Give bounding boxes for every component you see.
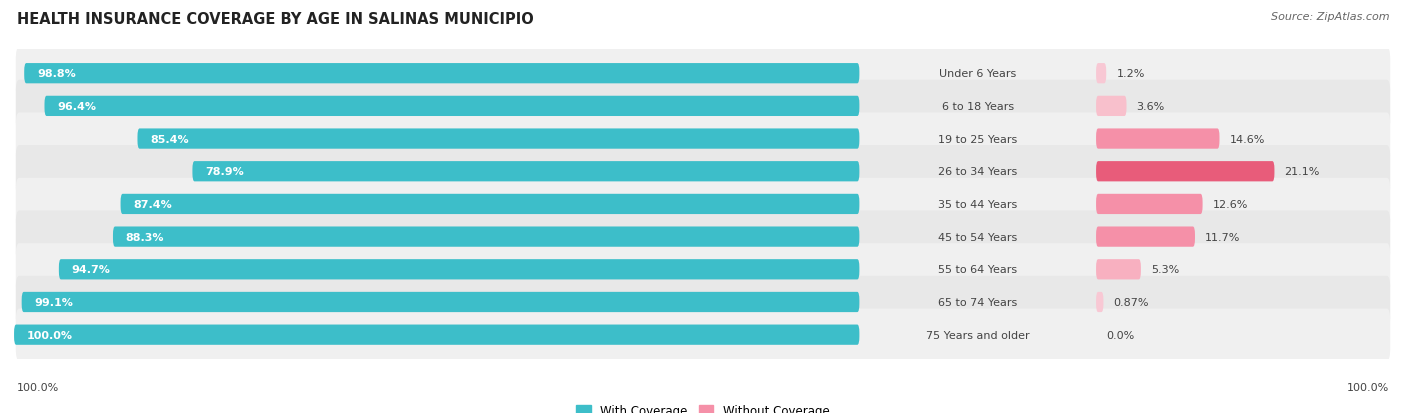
FancyBboxPatch shape [45, 97, 859, 117]
Text: 99.1%: 99.1% [34, 297, 73, 307]
FancyBboxPatch shape [193, 162, 859, 182]
FancyBboxPatch shape [59, 259, 859, 280]
FancyBboxPatch shape [15, 81, 1391, 133]
FancyBboxPatch shape [15, 113, 1391, 165]
Text: 75 Years and older: 75 Years and older [927, 330, 1029, 340]
Text: 96.4%: 96.4% [58, 102, 96, 112]
Text: 0.0%: 0.0% [1107, 330, 1135, 340]
FancyBboxPatch shape [14, 325, 859, 345]
Text: 26 to 34 Years: 26 to 34 Years [938, 167, 1018, 177]
FancyBboxPatch shape [15, 146, 1391, 198]
Text: 85.4%: 85.4% [150, 134, 188, 144]
Text: Under 6 Years: Under 6 Years [939, 69, 1017, 79]
Text: 100.0%: 100.0% [1347, 382, 1389, 392]
FancyBboxPatch shape [15, 48, 1391, 100]
FancyBboxPatch shape [24, 64, 859, 84]
Text: Source: ZipAtlas.com: Source: ZipAtlas.com [1271, 12, 1389, 22]
FancyBboxPatch shape [1097, 129, 1219, 150]
FancyBboxPatch shape [1097, 97, 1126, 117]
FancyBboxPatch shape [138, 129, 859, 150]
Text: 11.7%: 11.7% [1205, 232, 1240, 242]
Text: 0.87%: 0.87% [1114, 297, 1149, 307]
Text: 100.0%: 100.0% [27, 330, 73, 340]
FancyBboxPatch shape [1097, 64, 1107, 84]
FancyBboxPatch shape [15, 178, 1391, 230]
FancyBboxPatch shape [1097, 292, 1104, 312]
FancyBboxPatch shape [1097, 259, 1140, 280]
Text: 35 to 44 Years: 35 to 44 Years [938, 199, 1018, 209]
FancyBboxPatch shape [15, 309, 1391, 361]
Text: 55 to 64 Years: 55 to 64 Years [938, 265, 1018, 275]
Text: 6 to 18 Years: 6 to 18 Years [942, 102, 1014, 112]
Text: HEALTH INSURANCE COVERAGE BY AGE IN SALINAS MUNICIPIO: HEALTH INSURANCE COVERAGE BY AGE IN SALI… [17, 12, 534, 27]
Text: 5.3%: 5.3% [1152, 265, 1180, 275]
Text: 45 to 54 Years: 45 to 54 Years [938, 232, 1018, 242]
FancyBboxPatch shape [15, 276, 1391, 328]
FancyBboxPatch shape [1097, 227, 1195, 247]
FancyBboxPatch shape [1097, 162, 1274, 182]
Text: 12.6%: 12.6% [1213, 199, 1249, 209]
Text: 98.8%: 98.8% [37, 69, 76, 79]
Legend: With Coverage, Without Coverage: With Coverage, Without Coverage [572, 399, 834, 413]
FancyBboxPatch shape [15, 211, 1391, 263]
Text: 78.9%: 78.9% [205, 167, 243, 177]
Text: 14.6%: 14.6% [1230, 134, 1265, 144]
FancyBboxPatch shape [1097, 195, 1202, 214]
Text: 88.3%: 88.3% [125, 232, 165, 242]
Text: 87.4%: 87.4% [134, 199, 172, 209]
FancyBboxPatch shape [121, 195, 859, 214]
FancyBboxPatch shape [21, 292, 859, 312]
Text: 94.7%: 94.7% [72, 265, 111, 275]
FancyBboxPatch shape [112, 227, 859, 247]
Text: 19 to 25 Years: 19 to 25 Years [938, 134, 1018, 144]
Text: 100.0%: 100.0% [17, 382, 59, 392]
FancyBboxPatch shape [15, 244, 1391, 296]
Text: 21.1%: 21.1% [1285, 167, 1320, 177]
Text: 1.2%: 1.2% [1116, 69, 1144, 79]
Text: 65 to 74 Years: 65 to 74 Years [938, 297, 1018, 307]
Text: 3.6%: 3.6% [1136, 102, 1166, 112]
